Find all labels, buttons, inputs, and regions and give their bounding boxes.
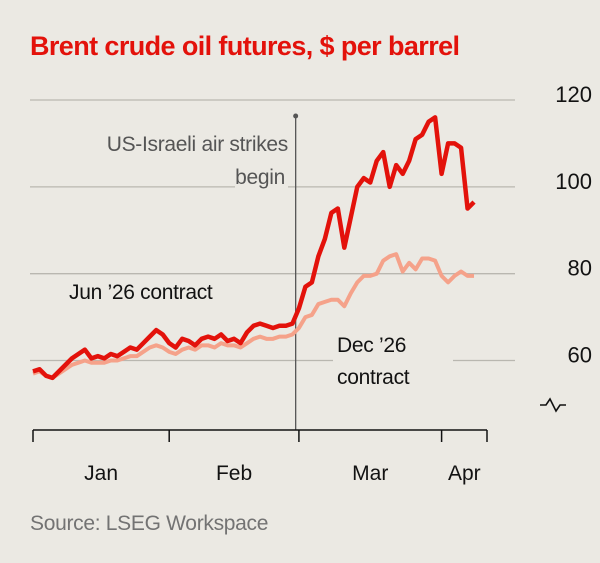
annotation-text: US-Israeli air strikes begin: [103, 133, 288, 189]
x-tick-label: Feb: [216, 462, 252, 485]
axis-break: [540, 397, 566, 413]
y-tick-label: 60: [568, 343, 592, 368]
source: Source: LSEG Workspace: [30, 512, 268, 535]
series-line: [32, 252, 475, 380]
annotation-dot: [293, 113, 299, 119]
chart-title: Brent crude oil futures, $ per barrel: [30, 31, 459, 61]
y-tick-label: 100: [555, 169, 592, 194]
y-tick-label: 80: [568, 256, 592, 281]
x-tick-label: Jan: [84, 462, 118, 485]
series-label: Dec ’26 contract: [333, 330, 453, 394]
series-line: [32, 115, 476, 381]
x-tick-label: Apr: [448, 462, 481, 485]
series-label: Jun ’26 contract: [64, 281, 218, 305]
x-tick-label: Mar: [352, 462, 388, 485]
y-tick-label: 120: [555, 82, 592, 107]
annotation: US-Israeli air strikes begin: [88, 128, 288, 194]
